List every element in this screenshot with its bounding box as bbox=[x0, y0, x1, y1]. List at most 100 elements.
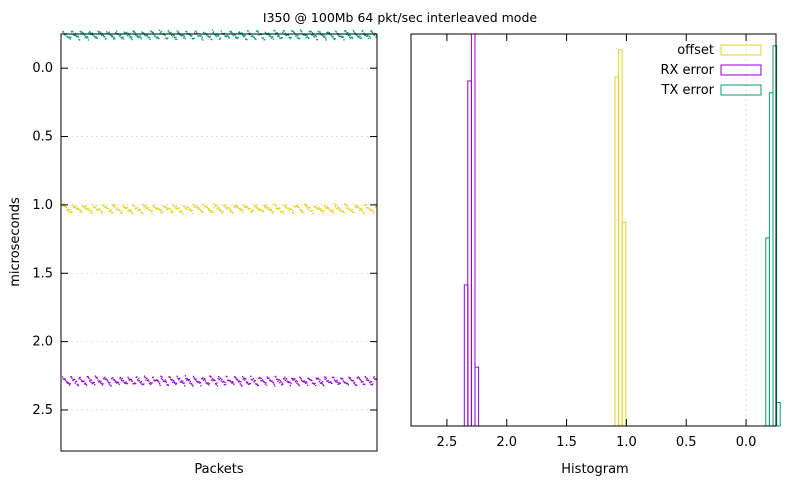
scatter-point bbox=[91, 383, 93, 385]
scatter-point bbox=[345, 204, 347, 206]
scatter-point bbox=[255, 205, 257, 207]
scatter-point bbox=[214, 380, 216, 382]
scatter-point bbox=[287, 381, 290, 383]
scatter-point bbox=[224, 35, 226, 37]
scatter-point bbox=[201, 211, 203, 213]
scatter-point bbox=[193, 377, 195, 379]
scatter-point bbox=[191, 210, 193, 212]
scatter-point bbox=[308, 377, 310, 380]
scatter-point bbox=[144, 35, 146, 37]
scatter-point bbox=[220, 30, 222, 32]
scatter-point bbox=[104, 36, 106, 38]
scatter-point bbox=[333, 38, 335, 40]
scatter-point bbox=[289, 38, 292, 40]
scatter-point bbox=[236, 37, 239, 39]
scatter-point bbox=[102, 383, 104, 385]
scatter-point bbox=[87, 207, 90, 209]
scatter-point bbox=[216, 36, 218, 38]
scatter-point bbox=[187, 206, 190, 209]
scatter-point bbox=[174, 36, 176, 38]
scatter-point bbox=[347, 384, 349, 386]
scatter-point bbox=[215, 383, 217, 386]
scatter-point bbox=[169, 208, 171, 210]
scatter-point bbox=[305, 36, 307, 39]
scatter-point bbox=[136, 206, 139, 209]
scatter-point bbox=[265, 384, 268, 386]
scatter-point bbox=[210, 376, 212, 378]
scatter-point bbox=[284, 205, 286, 208]
scatter-point bbox=[367, 37, 370, 40]
scatter-point bbox=[319, 208, 321, 210]
legend-label: TX error bbox=[661, 83, 715, 98]
scatter-point bbox=[78, 378, 80, 380]
scatter-point bbox=[262, 379, 264, 381]
scatter-point bbox=[294, 378, 296, 380]
scatter-point bbox=[250, 211, 253, 213]
scatter-point bbox=[247, 383, 249, 385]
scatter-point bbox=[313, 212, 315, 214]
scatter-point bbox=[103, 204, 105, 207]
scatter-point bbox=[172, 381, 174, 384]
scatter-point bbox=[76, 207, 78, 210]
scatter-point bbox=[69, 208, 71, 211]
scatter-point bbox=[129, 210, 131, 212]
scatter-point bbox=[316, 207, 319, 210]
scatter-point bbox=[315, 36, 317, 38]
scatter-point bbox=[370, 30, 372, 32]
scatter-point bbox=[292, 378, 295, 380]
scatter-point bbox=[340, 377, 342, 379]
scatter-point bbox=[288, 36, 290, 38]
scatter-point bbox=[301, 379, 303, 381]
scatter-point bbox=[208, 209, 210, 211]
scatter-point bbox=[346, 32, 348, 34]
scatter-point bbox=[193, 206, 195, 208]
scatter-point bbox=[355, 384, 357, 386]
scatter-point bbox=[77, 383, 79, 386]
scatter-point bbox=[82, 32, 84, 34]
scatter-point bbox=[332, 210, 334, 213]
scatter-point bbox=[65, 379, 67, 382]
scatter-point bbox=[221, 378, 223, 381]
scatter-point bbox=[323, 376, 326, 378]
scatter-point bbox=[62, 376, 64, 378]
scatter-point bbox=[325, 39, 327, 41]
scatter-point bbox=[123, 206, 125, 208]
scatter-point bbox=[184, 375, 186, 377]
scatter-point bbox=[147, 207, 149, 209]
scatter-point bbox=[231, 381, 234, 383]
scatter-point bbox=[189, 382, 191, 384]
scatter-point bbox=[67, 382, 69, 384]
scatter-point bbox=[238, 381, 240, 383]
scatter-point bbox=[290, 382, 292, 385]
scatter-point bbox=[312, 212, 314, 215]
scatter-point bbox=[79, 211, 81, 213]
scatter-point bbox=[257, 31, 259, 33]
scatter-point bbox=[237, 206, 239, 208]
scatter-point bbox=[330, 381, 332, 383]
scatter-point bbox=[242, 209, 244, 212]
scatter-point bbox=[85, 37, 88, 39]
scatter-point bbox=[88, 209, 90, 211]
scatter-point bbox=[291, 208, 293, 211]
scatter-point bbox=[194, 379, 197, 381]
scatter-point bbox=[142, 32, 144, 34]
scatter-point bbox=[346, 205, 348, 207]
scatter-point bbox=[105, 38, 107, 40]
scatter-point bbox=[333, 39, 336, 41]
scatter-point bbox=[216, 205, 219, 208]
scatter-point bbox=[350, 378, 352, 381]
scatter-point bbox=[240, 384, 242, 386]
scatter-point bbox=[146, 34, 149, 37]
scatter-point bbox=[335, 31, 337, 33]
scatter-point bbox=[64, 378, 66, 380]
scatter-point bbox=[335, 30, 337, 32]
scatter-point bbox=[277, 35, 279, 37]
scatter-point bbox=[264, 39, 266, 41]
scatter-point bbox=[191, 37, 193, 40]
scatter-point bbox=[306, 36, 309, 38]
scatter-point bbox=[128, 35, 130, 37]
scatter-point bbox=[118, 35, 120, 37]
scatter-point bbox=[191, 383, 193, 385]
scatter-point bbox=[239, 383, 241, 385]
scatter-point bbox=[297, 34, 299, 37]
